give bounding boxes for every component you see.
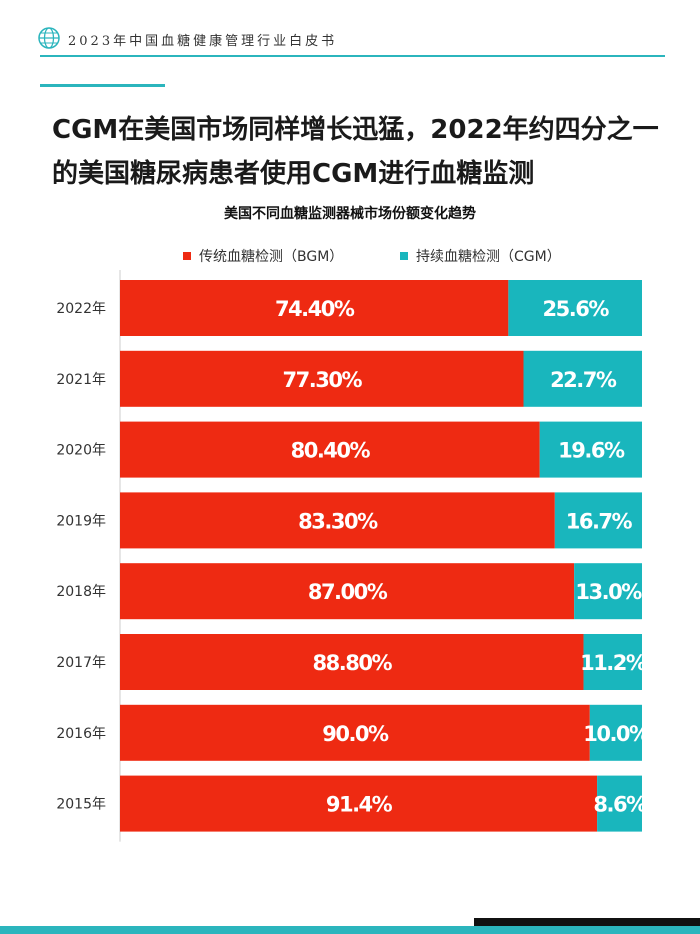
y-tick-label: 2016年 [56, 726, 106, 742]
headline-line-2: 的美国糖尿病患者使用CGM进行血糖监测 [52, 159, 535, 189]
data-label-cgm: 22.7% [550, 368, 617, 392]
footer-accent-black [474, 918, 700, 926]
bar-bgm [120, 563, 575, 620]
stacked-bar-chart: 2022年 74.40% 25.6% 2021年 77.30% 22.7% 2020年 80.… [56, 270, 652, 842]
data-label-cgm: 13.0% [575, 580, 642, 604]
data-label-cgm: 25.6% [543, 297, 610, 321]
data-label-bgm: 74.40% [275, 297, 355, 321]
data-label-bgm: 88.80% [313, 651, 393, 675]
report-title: 2023年中国血糖健康管理行业白皮书 [68, 34, 338, 49]
legend-swatch-cgm [400, 252, 408, 260]
data-label-bgm: 91.4% [326, 793, 393, 817]
bar-bgm [120, 280, 509, 336]
bar-bgm [120, 704, 590, 761]
y-tick-label: 2017年 [56, 655, 106, 671]
data-label-cgm: 10.0% [583, 722, 650, 746]
legend-label-cgm: 持续血糖检测（CGM） [416, 249, 561, 265]
data-label-bgm: 87.00% [308, 580, 388, 604]
chart-legend: 传统血糖检测（BGM） 持续血糖检测（CGM） [0, 246, 700, 266]
legend-label-bgm: 传统血糖检测（BGM） [199, 249, 344, 265]
chart-title: 美国不同血糖监测器械市场份额变化趋势 [224, 206, 476, 222]
bar-cgm [597, 775, 642, 832]
data-label-cgm: 8.6% [593, 793, 647, 817]
bar-bgm [120, 350, 524, 407]
bar-cgm [539, 421, 642, 478]
legend-item-cgm: 持续血糖检测（CGM） [400, 246, 561, 266]
y-tick-label: 2019年 [56, 513, 106, 529]
bar-cgm [589, 704, 642, 761]
slide-headline: CGM在美国市场同样增长迅猛，2022年约四分之一 的美国糖尿病患者使用CGM进… [52, 108, 672, 196]
y-tick-label: 2021年 [56, 372, 106, 388]
page-header: 2023年中国血糖健康管理行业白皮书 [0, 0, 700, 70]
bar-cgm [583, 634, 642, 690]
header-divider [40, 55, 665, 57]
y-tick-label: 2022年 [56, 301, 106, 317]
footer-accent-bar [0, 926, 700, 934]
bar-cgm [523, 350, 642, 407]
data-label-bgm: 90.0% [322, 722, 389, 746]
bar-cgm [554, 492, 642, 549]
globe-icon [38, 27, 60, 49]
data-label-bgm: 83.30% [298, 509, 378, 533]
bar-bgm [120, 634, 584, 690]
data-label-cgm: 16.7% [566, 509, 633, 533]
y-tick-label: 2015年 [56, 797, 106, 813]
data-label-bgm: 77.30% [283, 368, 363, 392]
y-tick-label: 2018年 [56, 584, 106, 600]
bar-bgm [120, 492, 555, 549]
headline-line-1: CGM在美国市场同样增长迅猛，2022年约四分之一 [52, 115, 659, 145]
data-label-cgm: 11.2% [580, 651, 647, 675]
y-tick-label: 2020年 [56, 443, 106, 459]
bar-bgm [120, 775, 598, 832]
bar-bgm [120, 421, 540, 478]
accent-divider [40, 84, 165, 87]
data-label-bgm: 80.40% [291, 439, 371, 463]
bar-cgm [508, 280, 642, 336]
bar-cgm [574, 563, 642, 620]
legend-item-bgm: 传统血糖检测（BGM） [183, 246, 343, 266]
legend-swatch-bgm [183, 252, 191, 260]
data-label-cgm: 19.6% [558, 439, 625, 463]
